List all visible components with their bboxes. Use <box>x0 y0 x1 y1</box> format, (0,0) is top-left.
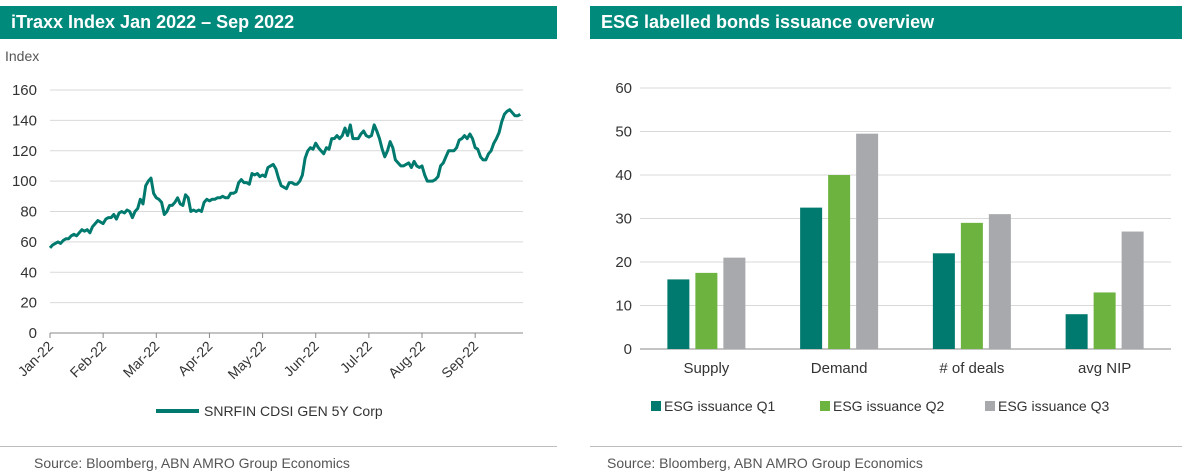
y-tick-label: 40 <box>20 264 37 281</box>
x-tick-label: # of deals <box>939 360 1004 377</box>
x-tick-label: Jun-22 <box>280 338 322 380</box>
source-note: Source: Bloomberg, ABN AMRO Group Econom… <box>34 455 350 471</box>
x-tick-label: Aug-22 <box>385 338 428 381</box>
y-tick-label: 10 <box>615 298 632 315</box>
y-tick-label: 20 <box>20 295 37 312</box>
bar <box>828 175 851 349</box>
bar-chart: 0 10 20 30 40 50 60 Supply Demand # of deals avg N… <box>615 80 1171 414</box>
y-tick-label: 120 <box>12 143 37 160</box>
x-tick-label: Demand <box>811 360 868 377</box>
x-tick-label: Sep-22 <box>438 338 481 381</box>
divider <box>0 446 557 447</box>
bar <box>856 133 879 349</box>
bar <box>1121 231 1144 349</box>
legend-label: ESG issuance Q2 <box>833 398 944 414</box>
bar <box>695 272 718 349</box>
legend-swatch <box>651 401 661 411</box>
y-tick-label: 0 <box>624 341 632 358</box>
x-tick-label: Jan-22 <box>15 338 57 380</box>
x-tick-label: Supply <box>683 360 729 377</box>
y-tick-label: 0 <box>29 325 37 342</box>
x-tick-label: Apr-22 <box>175 338 216 379</box>
y-axis-label: Index <box>5 48 39 64</box>
y-tick-label: 140 <box>12 112 37 129</box>
y-tick-label: 30 <box>615 211 632 228</box>
series-line <box>48 108 522 249</box>
legend-label: SNRFIN CDSI GEN 5Y Corp <box>204 403 383 419</box>
bar <box>1093 292 1116 349</box>
bar <box>667 279 690 349</box>
bar <box>723 257 746 349</box>
x-tick-label: May-22 <box>224 338 268 382</box>
chart-title: ESG labelled bonds issuance overview <box>590 6 1182 39</box>
divider <box>590 446 1182 447</box>
legend-swatch <box>985 401 995 411</box>
y-tick-label: 60 <box>615 80 632 97</box>
y-tick-label: 50 <box>615 124 632 141</box>
legend-swatch <box>820 401 830 411</box>
y-tick-label: 20 <box>615 254 632 271</box>
y-tick-label: 40 <box>615 167 632 184</box>
bar <box>800 207 823 349</box>
bar <box>1065 314 1088 349</box>
x-tick-label: avg NIP <box>1078 360 1131 377</box>
bar <box>960 222 983 349</box>
left-panel: iTraxx Index Jan 2022 – Sep 2022 Index 0 2… <box>0 0 560 476</box>
bar <box>932 253 955 349</box>
y-tick-label: 80 <box>20 204 37 221</box>
right-panel: ESG labelled bonds issuance overview 0 10… <box>585 0 1187 476</box>
y-tick-label: 60 <box>20 234 37 251</box>
y-tick-label: 160 <box>12 82 37 99</box>
legend-label: ESG issuance Q3 <box>998 398 1109 414</box>
chart-title: iTraxx Index Jan 2022 – Sep 2022 <box>0 6 557 39</box>
x-tick-label: Jul-22 <box>337 338 375 376</box>
legend-label: ESG issuance Q1 <box>664 398 775 414</box>
source-note: Source: Bloomberg, ABN AMRO Group Econom… <box>607 455 923 471</box>
x-tick-label: Feb-22 <box>67 338 110 381</box>
y-tick-label: 100 <box>12 173 37 190</box>
bar <box>988 214 1011 349</box>
x-tick-label: Mar-22 <box>120 338 163 381</box>
